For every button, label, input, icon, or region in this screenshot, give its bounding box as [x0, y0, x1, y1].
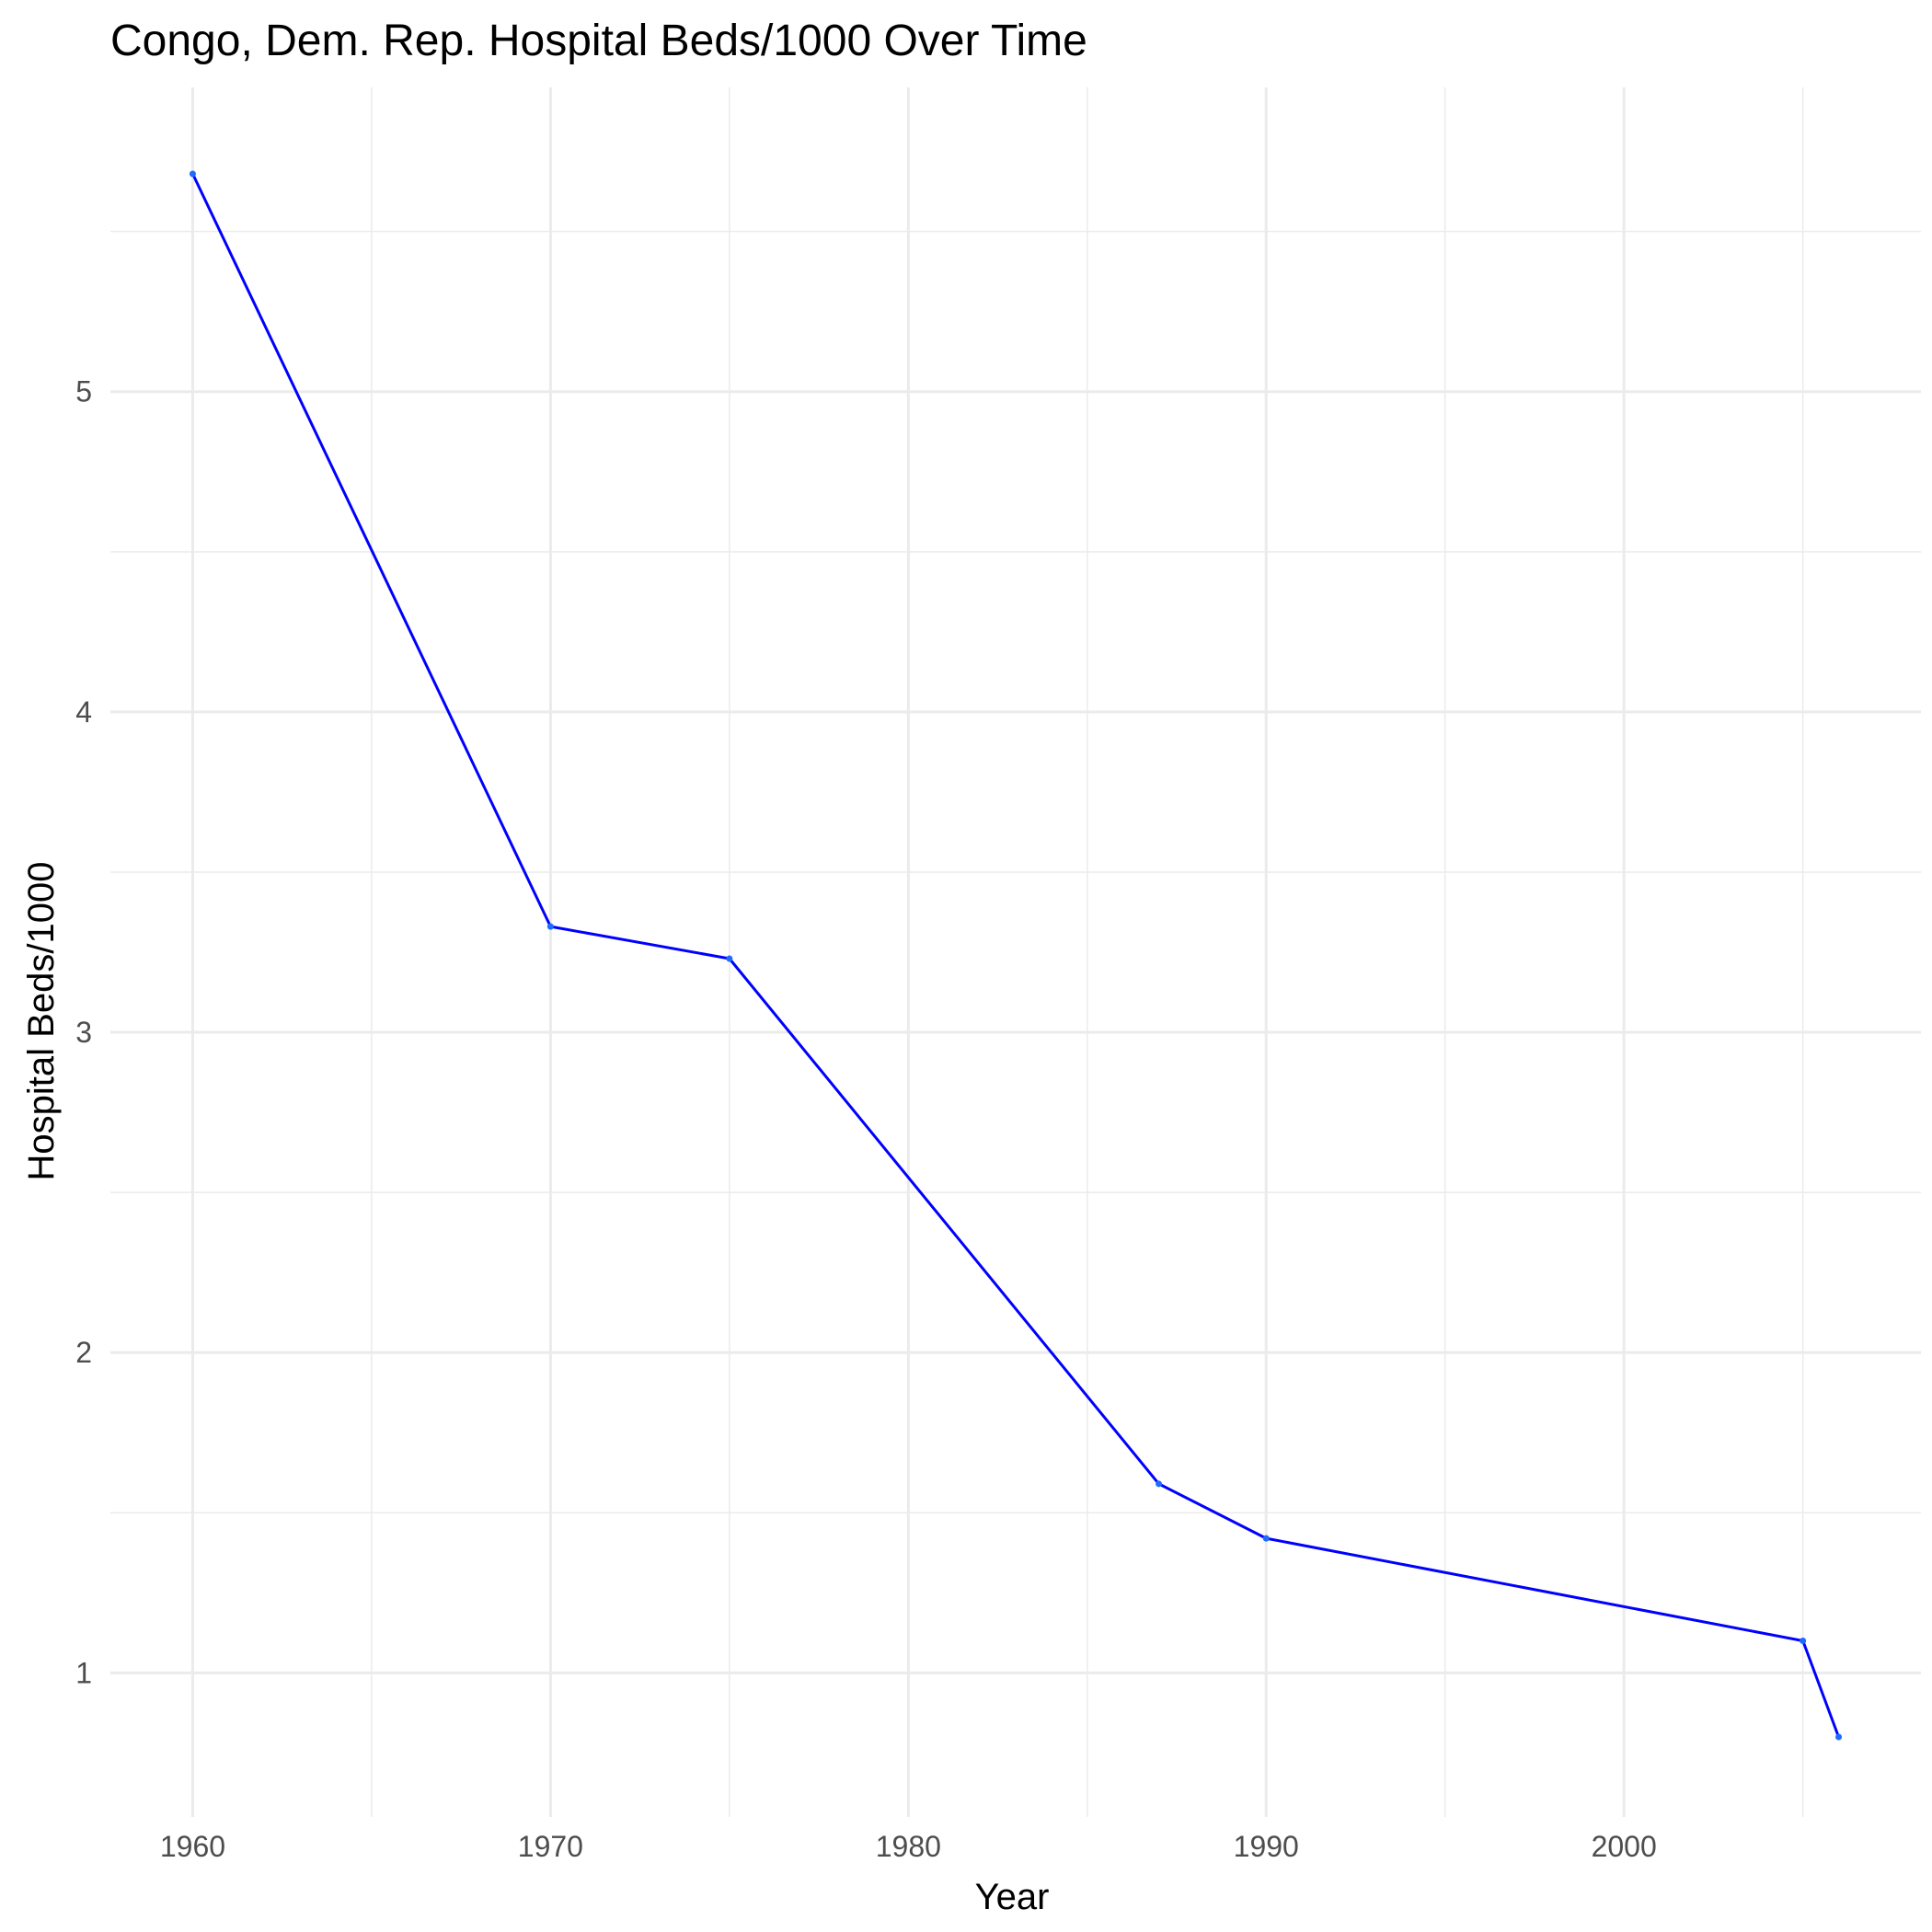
data-point	[1800, 1638, 1807, 1645]
series-line	[191, 173, 1840, 1738]
x-tick-label: 1970	[518, 1830, 583, 1863]
y-tick-label: 2	[75, 1336, 92, 1369]
x-tick-label: 2000	[1592, 1830, 1657, 1863]
x-tick-label: 1960	[160, 1830, 225, 1863]
y-tick-label: 5	[75, 375, 92, 408]
x-tick-label: 1980	[876, 1830, 941, 1863]
data-point	[546, 923, 554, 930]
series-layer	[189, 170, 1843, 1741]
x-tick-label: 1990	[1234, 1830, 1299, 1863]
data-point	[1156, 1480, 1163, 1488]
chart-title: Congo, Dem. Rep. Hospital Beds/1000 Over…	[110, 17, 1087, 65]
data-point	[1835, 1733, 1843, 1741]
y-axis-title: Hospital Beds/1000	[21, 862, 62, 1181]
x-tick-labels: 1960 1970 1980 1990 2000	[160, 1830, 1657, 1863]
data-point	[189, 170, 196, 178]
y-tick-labels: 1 2 3 4 5	[75, 375, 92, 1690]
gridlines	[110, 87, 1921, 1817]
x-axis-title: Year	[975, 1877, 1050, 1917]
data-point	[726, 955, 733, 962]
data-point	[1262, 1535, 1270, 1542]
y-tick-label: 3	[75, 1016, 92, 1049]
y-tick-label: 1	[75, 1656, 92, 1689]
y-tick-label: 4	[75, 696, 92, 729]
